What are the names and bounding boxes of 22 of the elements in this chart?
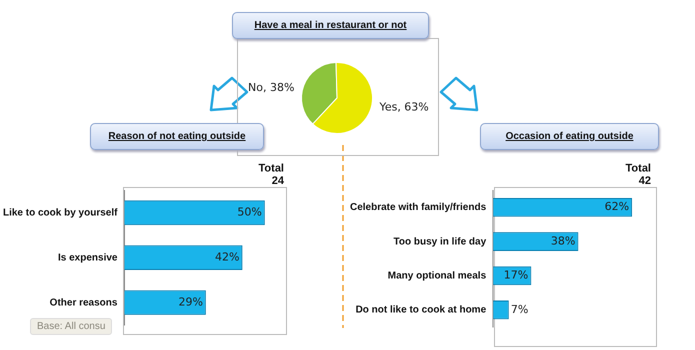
data-label: 29% — [178, 295, 203, 308]
y-tick-label: Other reasons — [50, 297, 118, 308]
y-tick-label: Many optional meals — [388, 270, 487, 282]
y-tick-label: Like to cook by yourself — [2, 208, 118, 218]
data-label: 17% — [504, 268, 528, 282]
chart-title: Reason of not eating outside — [90, 123, 264, 150]
slice-label: Yes, 63% — [378, 100, 429, 114]
chart-title: Occasion of eating outside — [480, 123, 659, 150]
data-label: 38% — [550, 234, 576, 248]
chart-subtitle: Total 24 — [258, 162, 285, 188]
chart-title: Have a meal in restaurant or not — [232, 12, 429, 39]
data-label: 7% — [510, 302, 528, 316]
y-tick-label: Do not like to cook at home — [356, 304, 487, 316]
text: Base: All consu — [30, 318, 112, 335]
y-tick-label: Too busy in life day — [394, 236, 487, 248]
data-label: 50% — [237, 206, 262, 219]
data-label: 42% — [214, 250, 240, 264]
slice-label: No, 38% — [248, 81, 294, 94]
chart-subtitle: Total 42 — [626, 162, 651, 188]
y-tick-label: Celebrate with family/friends — [350, 202, 487, 214]
y-tick-label: Is expensive — [58, 252, 118, 264]
data-label: 62% — [604, 200, 630, 214]
